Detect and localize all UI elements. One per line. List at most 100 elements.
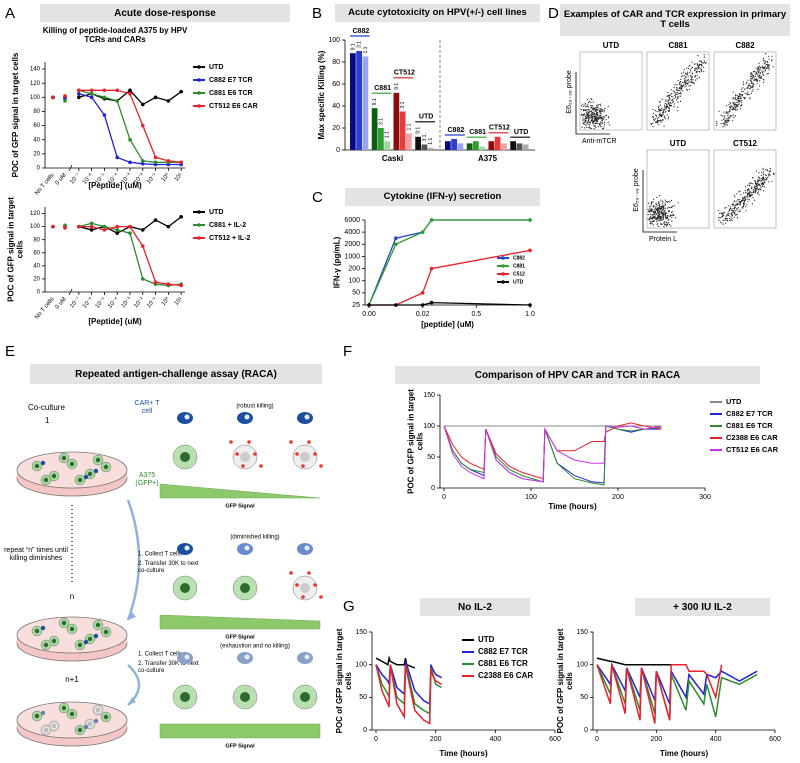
- cell-dot: [594, 125, 597, 127]
- cell-dot: [600, 112, 602, 115]
- cell-dot: [582, 119, 584, 121]
- bar: [451, 139, 457, 150]
- cell-dot: [733, 200, 736, 202]
- cell-dot: [592, 108, 594, 110]
- cell-dot: [719, 221, 722, 223]
- target-nucleus: [87, 471, 93, 477]
- cell-dot: [750, 82, 752, 84]
- cell-dot: [600, 118, 602, 120]
- cell-dot: [729, 220, 731, 222]
- cell-dot: [667, 201, 670, 203]
- cell-dot: [602, 122, 604, 125]
- cell-dot: [747, 192, 749, 194]
- target-nucleus: [300, 452, 310, 462]
- cell-dot: [668, 224, 671, 226]
- cell-dot: [722, 126, 724, 128]
- cell-dot: [600, 126, 602, 128]
- cell-dot: [671, 205, 674, 207]
- x-axis-label: Protein L: [649, 236, 677, 243]
- cell-dot: [661, 98, 663, 100]
- cell-dot: [655, 213, 657, 215]
- cell-dot: [768, 67, 770, 69]
- data-point: [394, 242, 398, 247]
- y-tick-label: 150: [355, 629, 367, 636]
- data-point: [140, 228, 145, 232]
- cell-dot: [656, 204, 658, 206]
- cell-dot: [738, 201, 740, 203]
- cell-dot: [757, 179, 759, 181]
- cell-dot: [739, 97, 741, 99]
- cell-dot: [739, 209, 741, 211]
- cell-dot: [725, 122, 727, 124]
- cell-dot: [731, 219, 733, 221]
- debris: [241, 464, 245, 468]
- transfer-step: 1. Collect T cells: [138, 652, 182, 658]
- cell-dot: [665, 221, 667, 223]
- cell-dot: [655, 206, 657, 208]
- cell-dot: [651, 208, 653, 210]
- data-point: [179, 215, 183, 219]
- cell-dot: [742, 197, 744, 199]
- cell-dot: [755, 75, 757, 77]
- cell-dot: [772, 172, 775, 174]
- cell-dot: [593, 109, 595, 111]
- x-tick-label: 0: [374, 736, 378, 743]
- cell-dot: [738, 95, 740, 97]
- debris: [319, 595, 323, 599]
- cell-dot: [657, 215, 659, 217]
- cell-dot: [588, 126, 590, 128]
- y-tick-label: 50: [427, 454, 435, 461]
- series-line: [596, 663, 723, 724]
- legend-label: C881 E6 TCR: [209, 90, 253, 97]
- cell-dot: [695, 67, 697, 69]
- group-label: CT512: [489, 125, 510, 132]
- cell-dot: [763, 171, 765, 173]
- cell-dot: [589, 114, 592, 116]
- cell-dot: [755, 71, 757, 73]
- cell-dot: [744, 92, 746, 94]
- cell-dot: [725, 121, 727, 123]
- debris: [259, 464, 263, 468]
- cell-dot: [721, 119, 723, 121]
- cell-dot: [595, 127, 597, 129]
- cell-dot: [650, 202, 653, 204]
- cell-dot: [650, 215, 652, 217]
- text-box: Cytokine (IFN-γ) secretion: [384, 191, 502, 201]
- t-cell: [83, 639, 89, 645]
- y-tick-label: 40: [332, 103, 340, 110]
- bar: [479, 146, 485, 150]
- cell-dot: [732, 91, 734, 93]
- cell-dot: [666, 224, 668, 226]
- legend-marker: [197, 210, 201, 214]
- legend-marker: [501, 272, 505, 276]
- cell-dot: [752, 189, 755, 191]
- cell-dot: [691, 73, 693, 75]
- cell-dot: [663, 125, 665, 127]
- cell-dot: [751, 194, 753, 197]
- t-cell: [93, 633, 99, 639]
- cell-dot: [677, 101, 679, 103]
- cell-dot: [759, 76, 762, 78]
- cell-dot: [720, 114, 722, 116]
- cell-dot: [726, 111, 728, 113]
- cell-dot: [697, 67, 699, 69]
- ratio-label: 3:1: [400, 101, 406, 108]
- cell-dot: [760, 66, 762, 68]
- cell-dot: [694, 76, 696, 78]
- y-tick-label: 0: [336, 147, 340, 154]
- cell-dot: [664, 213, 666, 215]
- t-cell-nucleus: [184, 654, 190, 660]
- cell-dot: [667, 118, 669, 120]
- data-point: [102, 88, 107, 93]
- cell-dot: [754, 180, 757, 182]
- cell-dot: [759, 80, 761, 82]
- cell-dot: [583, 123, 585, 125]
- cell-dot: [658, 110, 660, 112]
- data-point: [115, 99, 120, 103]
- cell-dot: [733, 102, 735, 104]
- cell-dot: [761, 71, 764, 74]
- cell-dot: [733, 114, 735, 116]
- cell-dot: [716, 124, 718, 126]
- cell-dot: [731, 105, 733, 108]
- cell-dot: [594, 123, 596, 125]
